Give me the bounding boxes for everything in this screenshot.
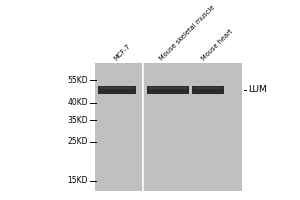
Bar — [192, 86, 224, 94]
Text: 15KD: 15KD — [68, 176, 88, 185]
Text: MCF-7: MCF-7 — [113, 43, 132, 61]
Text: 55KD: 55KD — [68, 76, 88, 85]
Text: 25KD: 25KD — [68, 137, 88, 146]
Text: Mouse heart: Mouse heart — [201, 28, 234, 61]
Text: 35KD: 35KD — [68, 116, 88, 125]
Bar — [100, 87, 134, 89]
Bar — [194, 87, 222, 89]
Text: LUM: LUM — [248, 85, 267, 94]
Text: Mouse skeletal muscle: Mouse skeletal muscle — [159, 4, 216, 61]
Bar — [98, 86, 136, 94]
Bar — [149, 87, 187, 89]
Text: 40KD: 40KD — [68, 98, 88, 107]
Bar — [95, 63, 242, 191]
Bar — [147, 86, 189, 94]
